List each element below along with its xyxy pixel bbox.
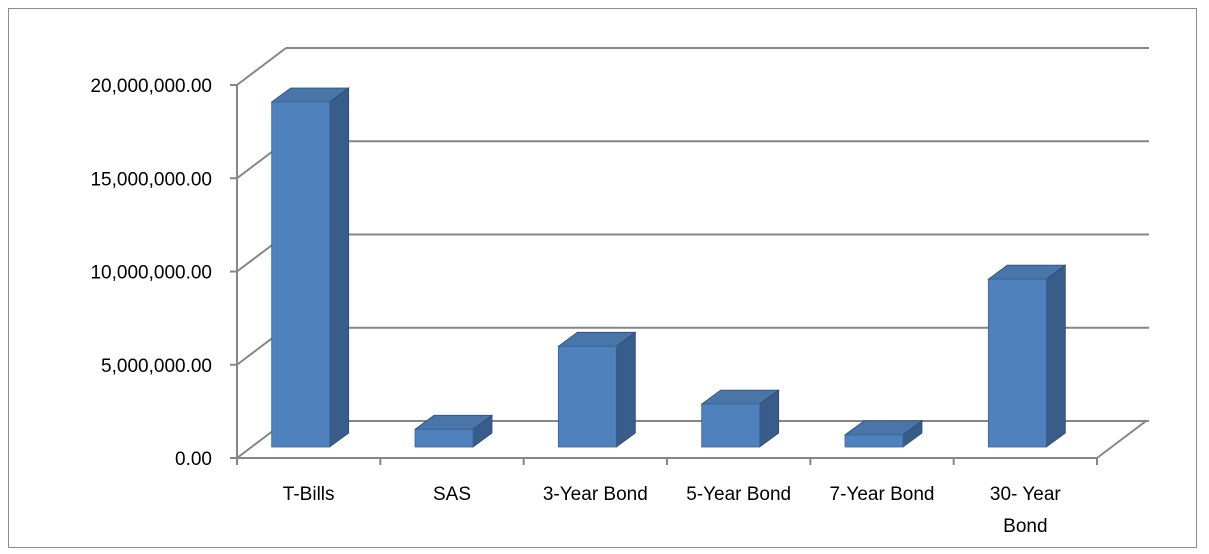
gridline [236, 140, 1149, 180]
gridline [236, 47, 1149, 86]
y-tick-label: 15,000,000.00 [90, 169, 212, 190]
x-tick-label: 30- Year Bond [990, 484, 1061, 537]
bar [557, 331, 637, 448]
bars [270, 87, 1067, 448]
bar [987, 264, 1067, 448]
y-tick-label: 10,000,000.00 [90, 263, 212, 284]
floor-edge [1096, 420, 1147, 459]
x-tick-label: 7-Year Bond [830, 484, 935, 505]
y-tick-label: 0.00 [175, 449, 212, 470]
x-axis-ticks: T-Bills SAS 3-Year Bond 5-Year Bond 7-Year B… [236, 458, 1098, 537]
bar [700, 389, 780, 448]
bar [270, 87, 350, 448]
x-tick-label: SAS [433, 484, 471, 505]
bar [413, 414, 494, 448]
y-tick-label: 20,000,000.00 [90, 76, 212, 97]
x-tick-label: 5-Year Bond [686, 484, 791, 505]
y-axis-ticks: 0.00 5,000,000.00 10,000,000.00 15,000,000.… [90, 76, 237, 470]
y-tick-label: 5,000,000.00 [101, 356, 212, 377]
bar [843, 420, 924, 448]
x-tick-label: T-Bills [283, 484, 335, 505]
x-tick-label: 3-Year Bond [543, 484, 648, 505]
